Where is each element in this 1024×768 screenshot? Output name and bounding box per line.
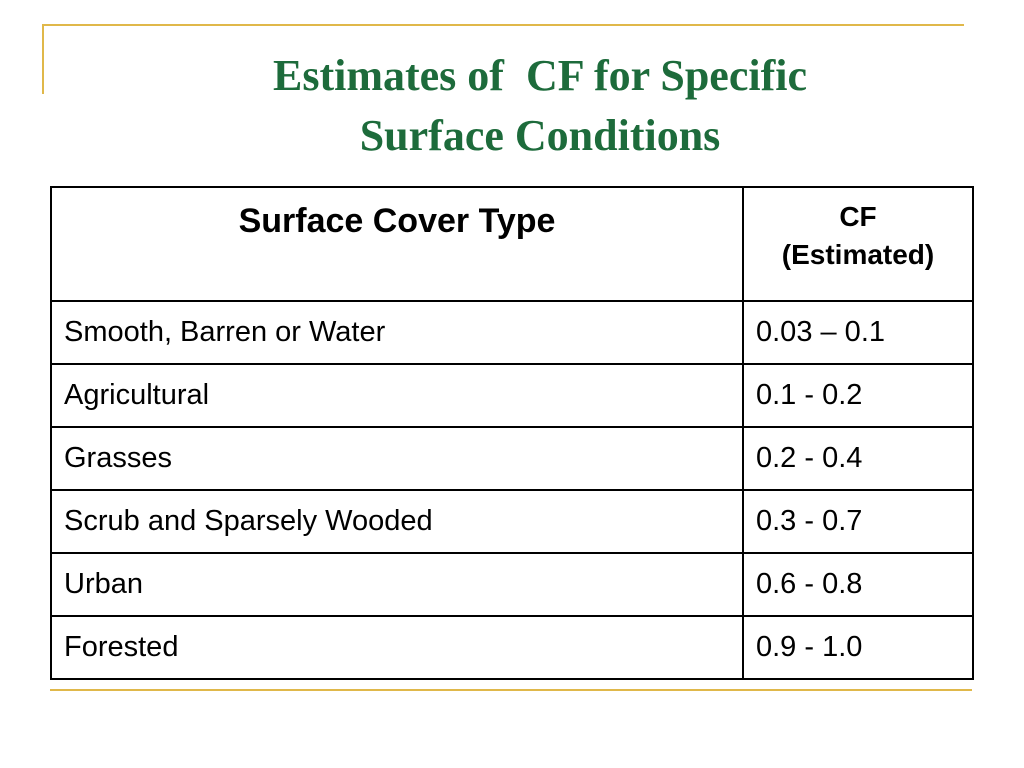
slide-title: Estimates of CF for Specific Surface Con… <box>0 46 1024 166</box>
table-row: Grasses 0.2 - 0.4 <box>50 426 974 491</box>
accent-line <box>42 24 964 26</box>
table-cell: 0.3 - 0.7 <box>742 489 974 554</box>
table-cell: Scrub and Sparsely Wooded <box>50 489 744 554</box>
header-text: (Estimated) <box>781 239 935 270</box>
cf-table: Surface Cover Type CF (Estimated) Smooth, … <box>50 186 974 680</box>
title-line: Surface Conditions <box>359 111 721 160</box>
header-text: CF <box>839 201 877 232</box>
table-cell: Urban <box>50 552 744 617</box>
header-cell: Surface Cover Type <box>50 186 744 302</box>
title-line: Estimates of CF for Specific <box>273 51 807 100</box>
table-cell: Agricultural <box>50 363 744 428</box>
header-text: Surface Cover Type <box>238 202 556 240</box>
table-cell: 0.1 - 0.2 <box>742 363 974 428</box>
accent-line <box>50 689 972 691</box>
header-row: Surface Cover Type CF (Estimated) <box>50 186 974 302</box>
table-row: Smooth, Barren or Water 0.03 – 0.1 <box>50 300 974 365</box>
table-cell: 0.6 - 0.8 <box>742 552 974 617</box>
header-cell: CF (Estimated) <box>742 186 974 302</box>
table-row: Forested 0.9 - 1.0 <box>50 615 974 680</box>
table-cell: 0.9 - 1.0 <box>742 615 974 680</box>
table-cell: 0.03 – 0.1 <box>742 300 974 365</box>
accent-line <box>42 24 44 94</box>
table-cell: Grasses <box>50 426 744 491</box>
table-cell: Smooth, Barren or Water <box>50 300 744 365</box>
table-cell: Forested <box>50 615 744 680</box>
table-row: Agricultural 0.1 - 0.2 <box>50 363 974 428</box>
table-row: Urban 0.6 - 0.8 <box>50 552 974 617</box>
table-cell: 0.2 - 0.4 <box>742 426 974 491</box>
table-row: Scrub and Sparsely Wooded 0.3 - 0.7 <box>50 489 974 554</box>
